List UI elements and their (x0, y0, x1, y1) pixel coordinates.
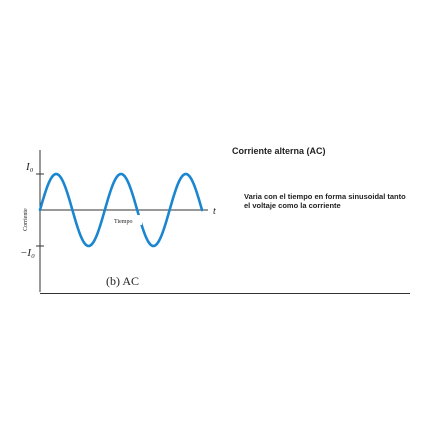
sine-wave-line (38, 172, 204, 248)
bottom-divider (40, 293, 410, 294)
x-axis-label-background (112, 215, 142, 225)
panel-description: Varia con el tiempo en forma sinusoidal … (244, 192, 406, 210)
x-axis-label: Tiempo (114, 219, 132, 225)
positive-peak-label: I₀ (25, 161, 34, 173)
negative-peak-label: −I₀ (20, 247, 35, 259)
panel-title: Corriente alterna (AC) (232, 146, 326, 156)
y-axis-label: Corriente (23, 208, 29, 231)
panel-caption: (b) AC (106, 274, 139, 288)
t-axis-label: t (213, 206, 216, 217)
